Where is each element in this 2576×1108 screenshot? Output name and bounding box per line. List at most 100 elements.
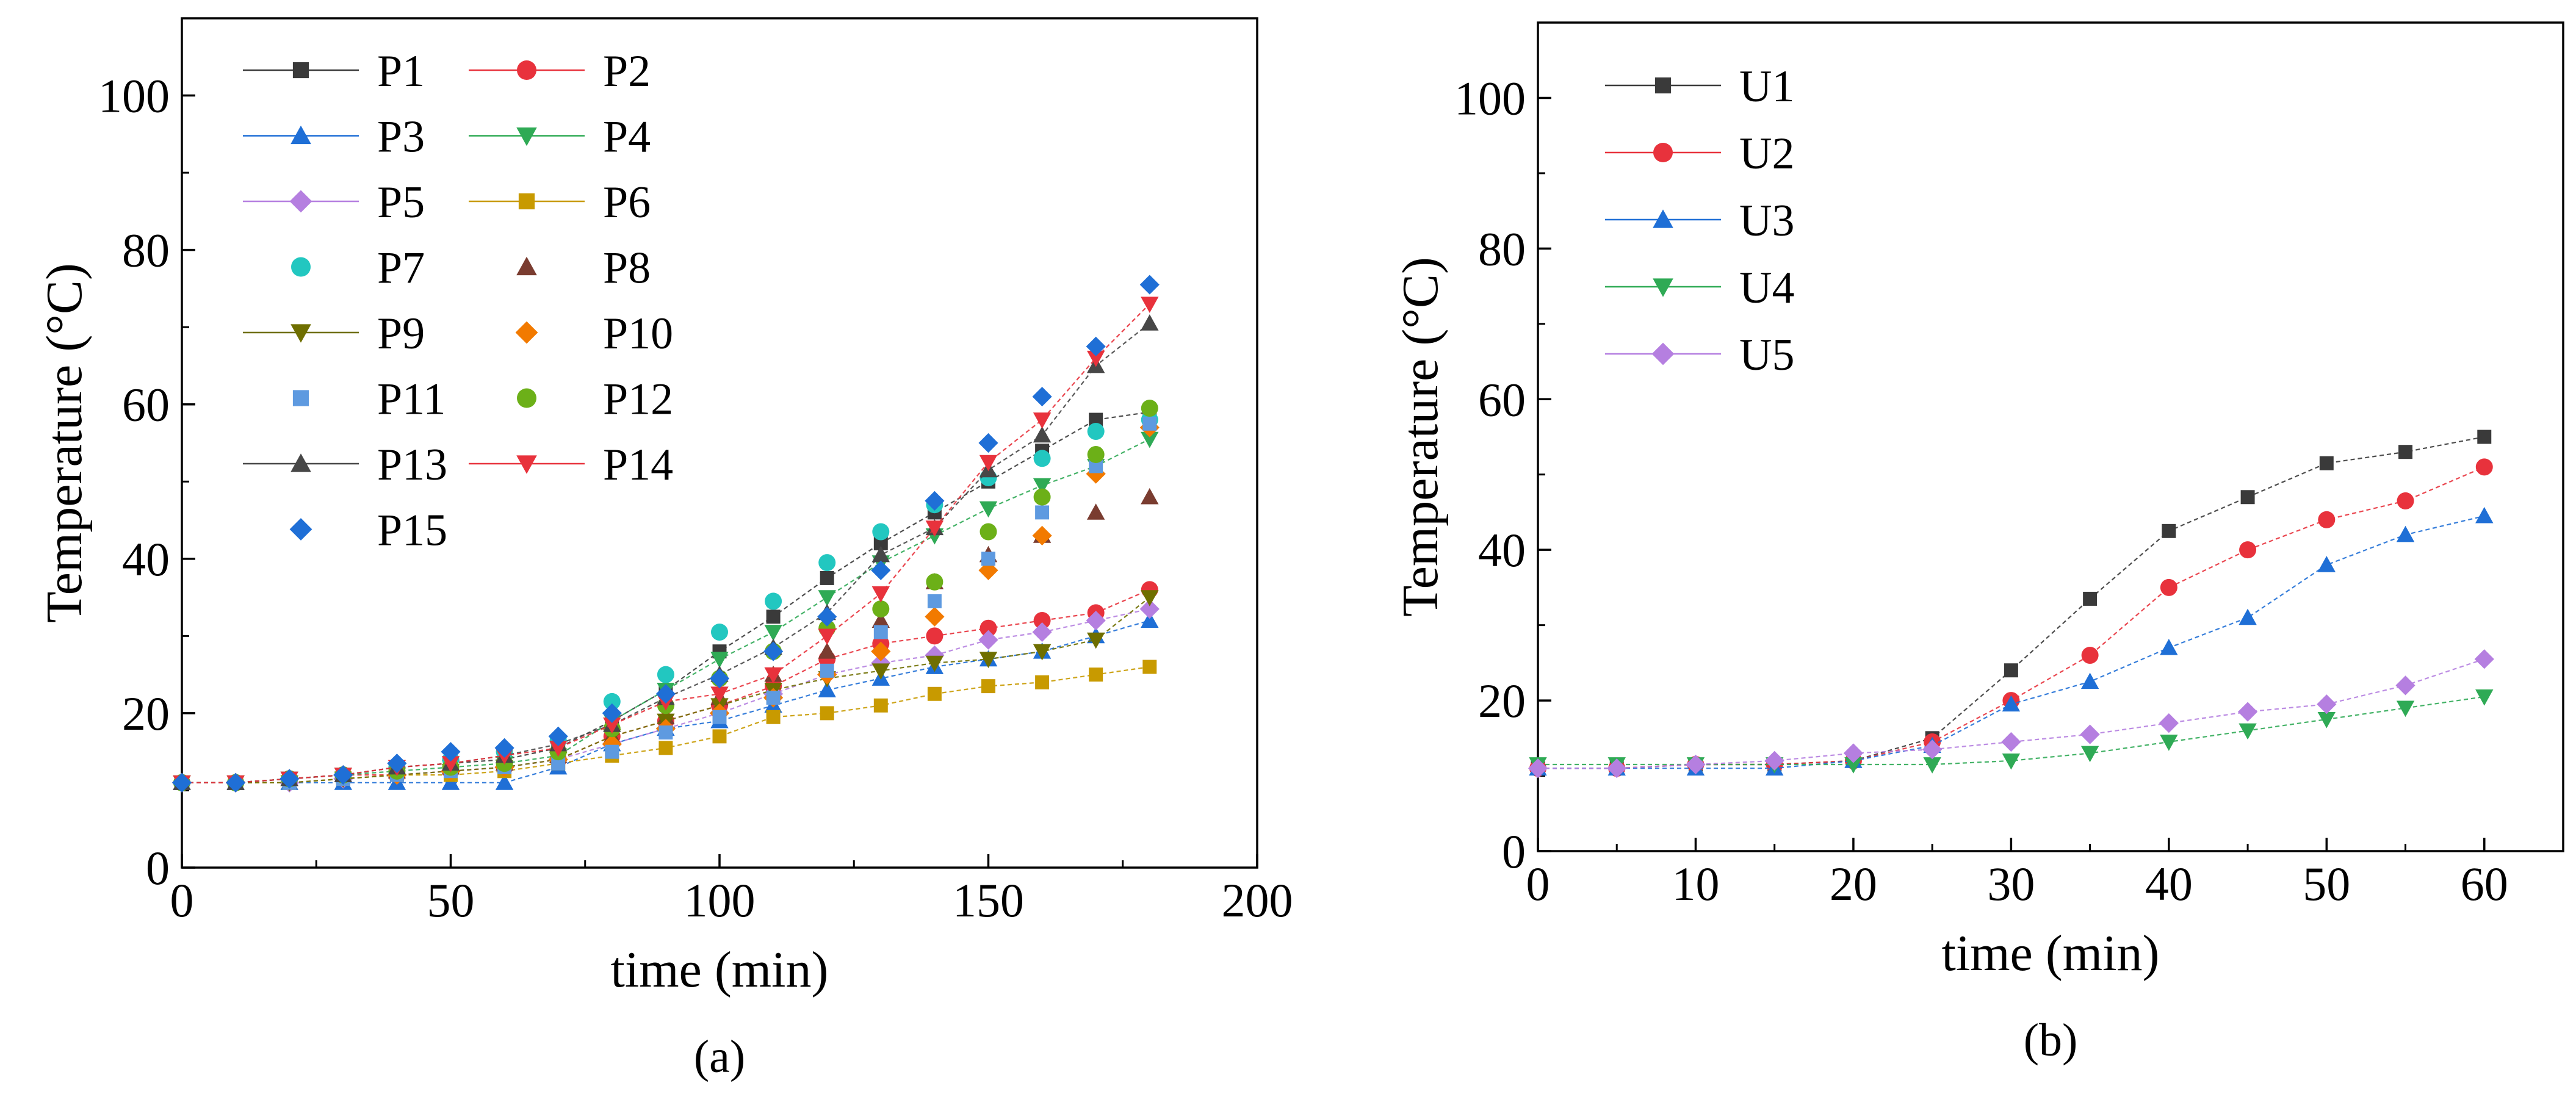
series-p1-point [1089, 412, 1103, 427]
series-p8-point [818, 642, 836, 659]
series-u2-point [2397, 492, 2414, 509]
series-p15-point [280, 769, 300, 789]
series-u4-point [2317, 712, 2336, 728]
legend-p6-marker [518, 193, 535, 210]
series-u3-point [2239, 608, 2257, 625]
panel-a-x-tick-label: 200 [1222, 874, 1293, 927]
series-u5-point [2317, 694, 2337, 714]
series-p15-point [763, 641, 784, 661]
series-p12-point [1087, 445, 1105, 463]
series-u3-point [2475, 506, 2494, 523]
panel-a-x-tick-label: 100 [684, 874, 756, 927]
panel-b-x-tick-label: 60 [2461, 857, 2508, 910]
series-p10-point [925, 606, 945, 627]
series-p1-point [873, 536, 888, 550]
legend-p12-marker [517, 388, 536, 408]
series-u5-point [1528, 758, 1548, 779]
legend-p12-label: P12 [603, 375, 673, 425]
series-u2-point [2160, 578, 2177, 596]
panel-b-x-tick-label: 50 [2303, 857, 2350, 910]
series-p9-point [925, 655, 944, 672]
series-p12-point [1141, 400, 1158, 417]
series-u4-point [1923, 757, 1941, 774]
series-p12-point [926, 573, 943, 591]
legend-u1-marker [1654, 77, 1672, 94]
legend-p14-marker [516, 455, 537, 474]
series-u1-point [2004, 663, 2018, 678]
legend-p13-marker [290, 453, 311, 472]
legend-p11-marker [292, 390, 309, 406]
series-u5-point [2080, 724, 2100, 744]
series-p5-point [1139, 599, 1160, 619]
series-p7-point [818, 554, 836, 572]
panel-a-chart: 0 50 100 150 200 0 20 40 60 80 100 time (min) Temper… [36, 17, 1293, 1082]
panel-b-y-tick-label: 100 [1454, 71, 1526, 124]
legend-p9-label: P9 [377, 309, 425, 359]
panel-b-y-tick-label: 40 [1478, 523, 1526, 577]
series-p15-point [441, 742, 461, 762]
legend-item-u4: U4 [1605, 263, 1794, 313]
series-p11-point [1089, 459, 1103, 473]
series-p9-point [979, 652, 998, 669]
legend-item-p10: P10 [515, 309, 673, 359]
series-u4-point [2239, 723, 2257, 740]
series-p8-point [1141, 487, 1159, 505]
panel-b-x-tick-label: 20 [1830, 857, 1877, 910]
legend-u2-marker [1653, 143, 1673, 162]
series-p11-point [605, 744, 619, 759]
panel-a-y-tick-label: 100 [98, 70, 170, 123]
panel-b-series-u5 [1528, 649, 2494, 779]
legend-item-u1: U1 [1605, 62, 1794, 112]
series-p6-point [1142, 660, 1157, 674]
series-p6-point [927, 686, 942, 701]
series-p6-point [873, 698, 888, 713]
series-p9-point [1033, 644, 1052, 661]
legend-item-p8: P8 [516, 243, 651, 293]
series-u5-point [1607, 758, 1627, 779]
panel-a-y-tick-label: 20 [122, 687, 170, 740]
panel-b-y-axis-label: Temperature (°C) [1392, 257, 1449, 617]
legend-p3-label: P3 [377, 112, 425, 162]
legend-p8-marker [516, 256, 537, 276]
legend-p7-label: P7 [377, 243, 425, 293]
series-p9-point [1087, 632, 1105, 649]
series-p14-point [1033, 412, 1052, 429]
series-p8-point [1087, 503, 1105, 520]
series-u4-point [2080, 746, 2099, 763]
legend-p14-label: P14 [603, 440, 673, 490]
series-u5-point [1922, 739, 1943, 760]
panel-b-x-tick-label: 0 [1526, 857, 1550, 910]
series-p12-point [872, 600, 890, 618]
series-u3-point [2396, 525, 2415, 542]
series-u4-point [1844, 757, 1863, 774]
series-p15-point [978, 433, 998, 453]
legend-p13-label: P13 [377, 440, 447, 490]
panel-a-x-axis-label: time (min) [611, 941, 829, 998]
legend-u3-marker [1653, 209, 1673, 228]
panel-b-x-tick-label: 30 [1987, 857, 2035, 910]
series-p9-point [1141, 590, 1159, 606]
series-p15-point [494, 738, 514, 758]
series-p7-point [711, 624, 728, 641]
series-u3-point [2002, 695, 2021, 712]
series-p15-point [655, 684, 676, 704]
series-u3-point [2080, 672, 2099, 689]
series-p6-point [766, 710, 781, 724]
legend-item-p11: P11 [292, 375, 446, 425]
series-u1-line [1538, 436, 2484, 769]
series-p11-point [820, 663, 834, 678]
legend-item-p15: P15 [289, 506, 447, 556]
panel-b-x-axis-label: time (min) [1942, 925, 2160, 982]
legend-p4-label: P4 [603, 112, 651, 162]
series-p14-point [764, 667, 782, 684]
panel-b-y-tick-label: 60 [1478, 373, 1526, 426]
series-p14-point [818, 628, 836, 646]
series-p14-point [603, 717, 621, 734]
legend-item-p9: P9 [243, 309, 425, 359]
series-p6-point [1035, 675, 1050, 689]
series-p15-point [548, 726, 568, 746]
series-u1-point [2398, 445, 2413, 459]
series-u5-point [1686, 754, 1706, 775]
panel-b-y-tick-label: 0 [1502, 825, 1526, 878]
series-u5-point [2159, 713, 2179, 733]
